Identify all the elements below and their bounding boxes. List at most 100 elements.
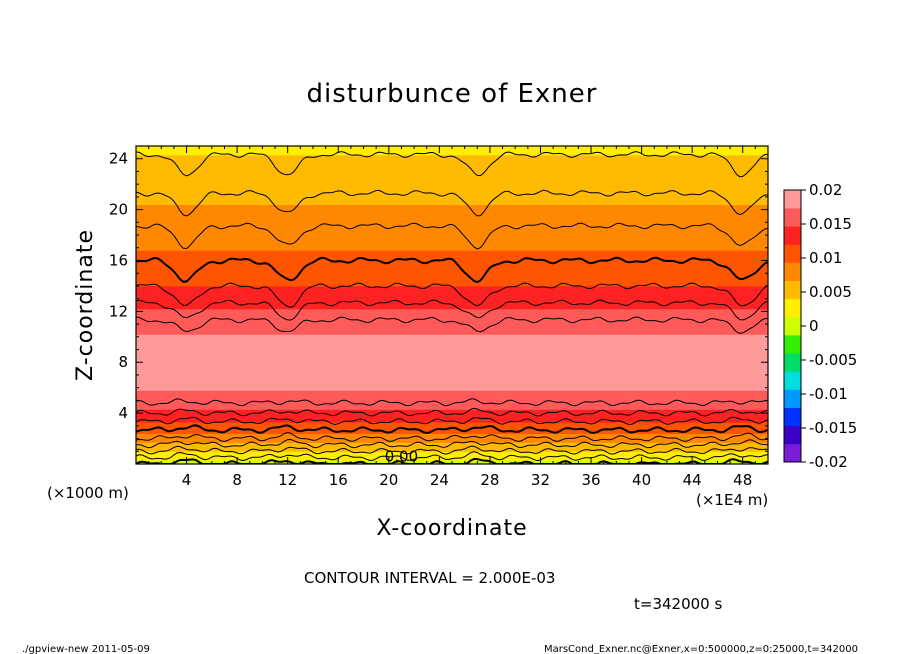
heatmap-cell xyxy=(136,229,768,232)
heatmap-cell xyxy=(136,272,768,275)
heatmap-cell xyxy=(136,404,768,408)
heatmap-cell xyxy=(136,406,768,409)
heatmap-cell xyxy=(136,173,768,176)
heatmap-cell xyxy=(136,379,768,382)
heatmap-cell xyxy=(136,163,768,166)
heatmap-cell xyxy=(136,309,768,312)
heatmap-cell xyxy=(136,214,768,217)
colorbar-swatch xyxy=(784,244,801,263)
heatmap-cell xyxy=(136,357,768,361)
heatmap-cell xyxy=(136,181,768,184)
heatmap-cell xyxy=(136,411,768,414)
heatmap-cell xyxy=(136,209,768,212)
heatmap-cell xyxy=(136,151,768,155)
colorbar-swatch xyxy=(784,371,801,390)
heatmap-cell xyxy=(136,351,768,354)
heatmap-cell xyxy=(136,399,768,403)
heatmap-cell xyxy=(136,215,768,218)
heatmap-cell xyxy=(136,378,768,381)
heatmap-cell xyxy=(136,408,768,412)
colorbar-swatch xyxy=(784,280,801,300)
heatmap-cell xyxy=(136,390,768,394)
colorbar-swatch xyxy=(784,298,801,318)
heatmap-cell xyxy=(136,149,768,152)
heatmap-cell xyxy=(136,177,768,180)
heatmap-cell xyxy=(136,374,768,377)
heatmap-cell xyxy=(136,345,768,348)
footer-right: MarsCond_Exner.nc@Exner,x=0:500000,z=0:2… xyxy=(544,644,858,654)
heatmap-cell xyxy=(136,459,768,462)
heatmap-cell xyxy=(136,235,768,239)
contour-line xyxy=(136,222,768,250)
heatmap-cell xyxy=(136,427,768,431)
heatmap-cell xyxy=(136,375,768,379)
heatmap-cell xyxy=(136,368,768,371)
heatmap-cell xyxy=(136,200,768,203)
heatmap-cell xyxy=(136,289,768,292)
heatmap-cell xyxy=(136,436,768,440)
heatmap-cell xyxy=(136,295,768,298)
colorbar-tick-label: -0.005 xyxy=(809,351,857,369)
heatmap-cell xyxy=(136,220,768,223)
heatmap-cell xyxy=(136,355,768,358)
heatmap-cell xyxy=(136,207,768,211)
heatmap-cell xyxy=(136,393,768,396)
y-tick-label: 8 xyxy=(118,353,128,371)
contour-interval: CONTOUR INTERVAL = 2.000E-03 xyxy=(304,569,555,587)
contour-line xyxy=(136,316,768,334)
y-tick-label: 16 xyxy=(109,251,128,269)
colorbar-swatch xyxy=(784,389,801,408)
heatmap-cell xyxy=(136,261,768,264)
heatmap-cell xyxy=(136,421,768,424)
heatmap-cell xyxy=(136,430,768,433)
heatmap-cell xyxy=(136,448,768,451)
heatmap-cell xyxy=(136,282,768,286)
heatmap-cell xyxy=(136,435,768,438)
heatmap-cell xyxy=(136,296,768,300)
heatmap-cell xyxy=(136,441,768,445)
y-axis-title: Z-coordinate xyxy=(73,229,98,381)
x-unit-right: (×1E4 m) xyxy=(696,491,768,509)
x-axis: 4 8 12 16 20 24 28 32 36 40 44 48 xyxy=(148,146,769,489)
heatmap-cell xyxy=(136,307,768,310)
heatmap-cell xyxy=(136,259,768,263)
heatmap-cell xyxy=(136,389,768,392)
colorbar-tick-label: -0.02 xyxy=(809,453,848,471)
colorbar-swatch xyxy=(784,353,801,372)
heatmap-cell xyxy=(136,301,768,305)
heatmap-cell xyxy=(136,281,768,284)
contour-line xyxy=(136,189,768,217)
heatmap-cell xyxy=(136,184,768,188)
colorbar-swatch xyxy=(784,443,801,463)
heatmap-cell xyxy=(136,373,768,376)
colorbar-tick-label: 0 xyxy=(809,317,819,335)
heatmap-cell xyxy=(136,239,768,242)
time-label: t=342000 s xyxy=(634,595,722,613)
heatmap-cell xyxy=(136,251,768,254)
heatmap-cell xyxy=(136,218,768,221)
contour-line xyxy=(136,151,768,178)
contour-label: 0.00 xyxy=(385,447,418,465)
heatmap-cell xyxy=(136,370,768,373)
heatmap-cell xyxy=(136,216,768,220)
heatmap-cell xyxy=(136,429,768,432)
heatmap-cell xyxy=(136,403,768,406)
colorbar-swatch xyxy=(784,316,801,336)
heatmap-cell xyxy=(136,287,768,291)
heatmap-cell xyxy=(136,198,768,202)
heatmap-cell xyxy=(136,371,768,375)
heatmap-cell xyxy=(136,159,768,162)
colorbar-tick-label: 0.015 xyxy=(809,215,852,233)
heatmap-cell xyxy=(136,211,768,214)
colorbar-swatch xyxy=(784,208,801,227)
heatmap-cell xyxy=(136,155,768,158)
heatmap-cell xyxy=(136,308,768,311)
heatmap-cell xyxy=(136,352,768,356)
heatmap-cell xyxy=(136,434,768,437)
x-tick-label: 4 xyxy=(182,471,192,489)
colorbar-swatch xyxy=(784,425,801,445)
heatmap-cell xyxy=(136,210,768,213)
heatmap-cell xyxy=(136,417,768,420)
heatmap-cell xyxy=(136,179,768,183)
heatmap-cell xyxy=(136,219,768,222)
